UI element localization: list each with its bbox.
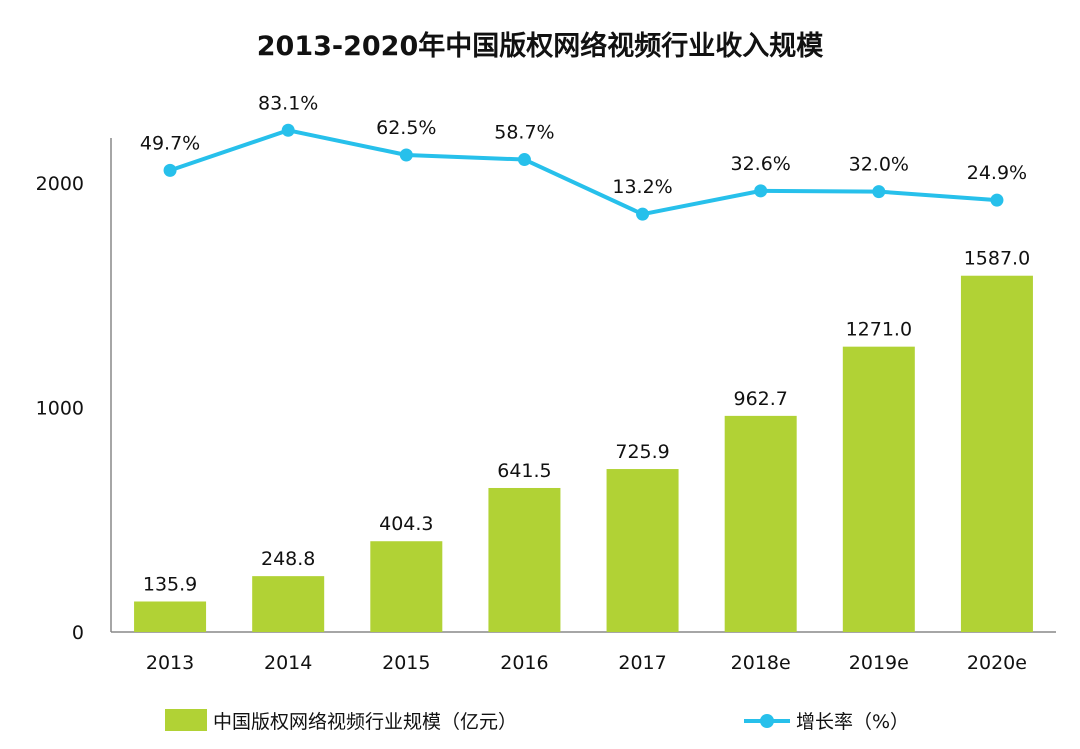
bar-value-label: 248.8 [261,548,315,570]
growth-value-label: 32.6% [731,153,791,175]
x-tick-label: 2017 [618,652,666,674]
growth-point [754,184,768,198]
bar-value-label: 135.9 [143,573,197,595]
y-tick-label: 2000 [36,173,84,195]
growth-point [517,153,531,167]
growth-point [399,148,413,162]
growth-value-label: 13.2% [612,176,672,198]
growth-value-label: 49.7% [140,132,200,154]
growth-value-label: 24.9% [967,162,1027,184]
bar-value-label: 725.9 [615,441,669,463]
bar [370,541,443,632]
bar [606,469,679,632]
chart-title: 2013-2020年中国版权网络视频行业收入规模 [256,31,824,62]
growth-value-label: 32.0% [849,154,909,176]
x-tick-label: 2018e [731,652,791,674]
x-tick-label: 2013 [146,652,194,674]
bar-value-label: 404.3 [379,513,433,535]
y-tick-label: 0 [72,622,84,644]
legend-bar-swatch [165,709,207,731]
bar [842,346,915,632]
bar-value-label: 962.7 [733,388,787,410]
x-tick-label: 2020e [967,652,1027,674]
legend-bar-label: 中国版权网络视频行业规模（亿元） [213,710,518,733]
bar [960,275,1033,632]
growth-point [990,193,1004,207]
bar [252,576,325,632]
bar-value-label: 1587.0 [964,248,1030,270]
growth-value-label: 83.1% [258,92,318,114]
bar [488,487,561,632]
y-tick-label: 1000 [36,398,84,420]
growth-point [872,185,886,199]
x-tick-label: 2016 [500,652,548,674]
legend-bar: 中国版权网络视频行业规模（亿元） [165,706,517,734]
bar-value-label: 641.5 [497,460,551,482]
legend-line-swatch [744,709,790,731]
bar [134,601,207,632]
x-tick-label: 2014 [264,652,312,674]
bar [724,415,797,632]
growth-point [636,207,650,221]
legend-line-label: 增长率（%） [796,710,910,733]
growth-point [281,123,295,137]
growth-point [163,163,177,177]
x-tick-label: 2015 [382,652,430,674]
chart-area: 0 1000 2000 135.9 2013 248.8 2014 404.3 2015 641.… [36,92,1056,674]
growth-value-label: 58.7% [494,122,554,144]
bar-value-label: 1271.0 [846,319,912,341]
growth-line [169,128,998,217]
x-tick-label: 2019e [849,652,909,674]
growth-value-label: 62.5% [376,117,436,139]
legend-line: 增长率（%） [744,706,909,734]
